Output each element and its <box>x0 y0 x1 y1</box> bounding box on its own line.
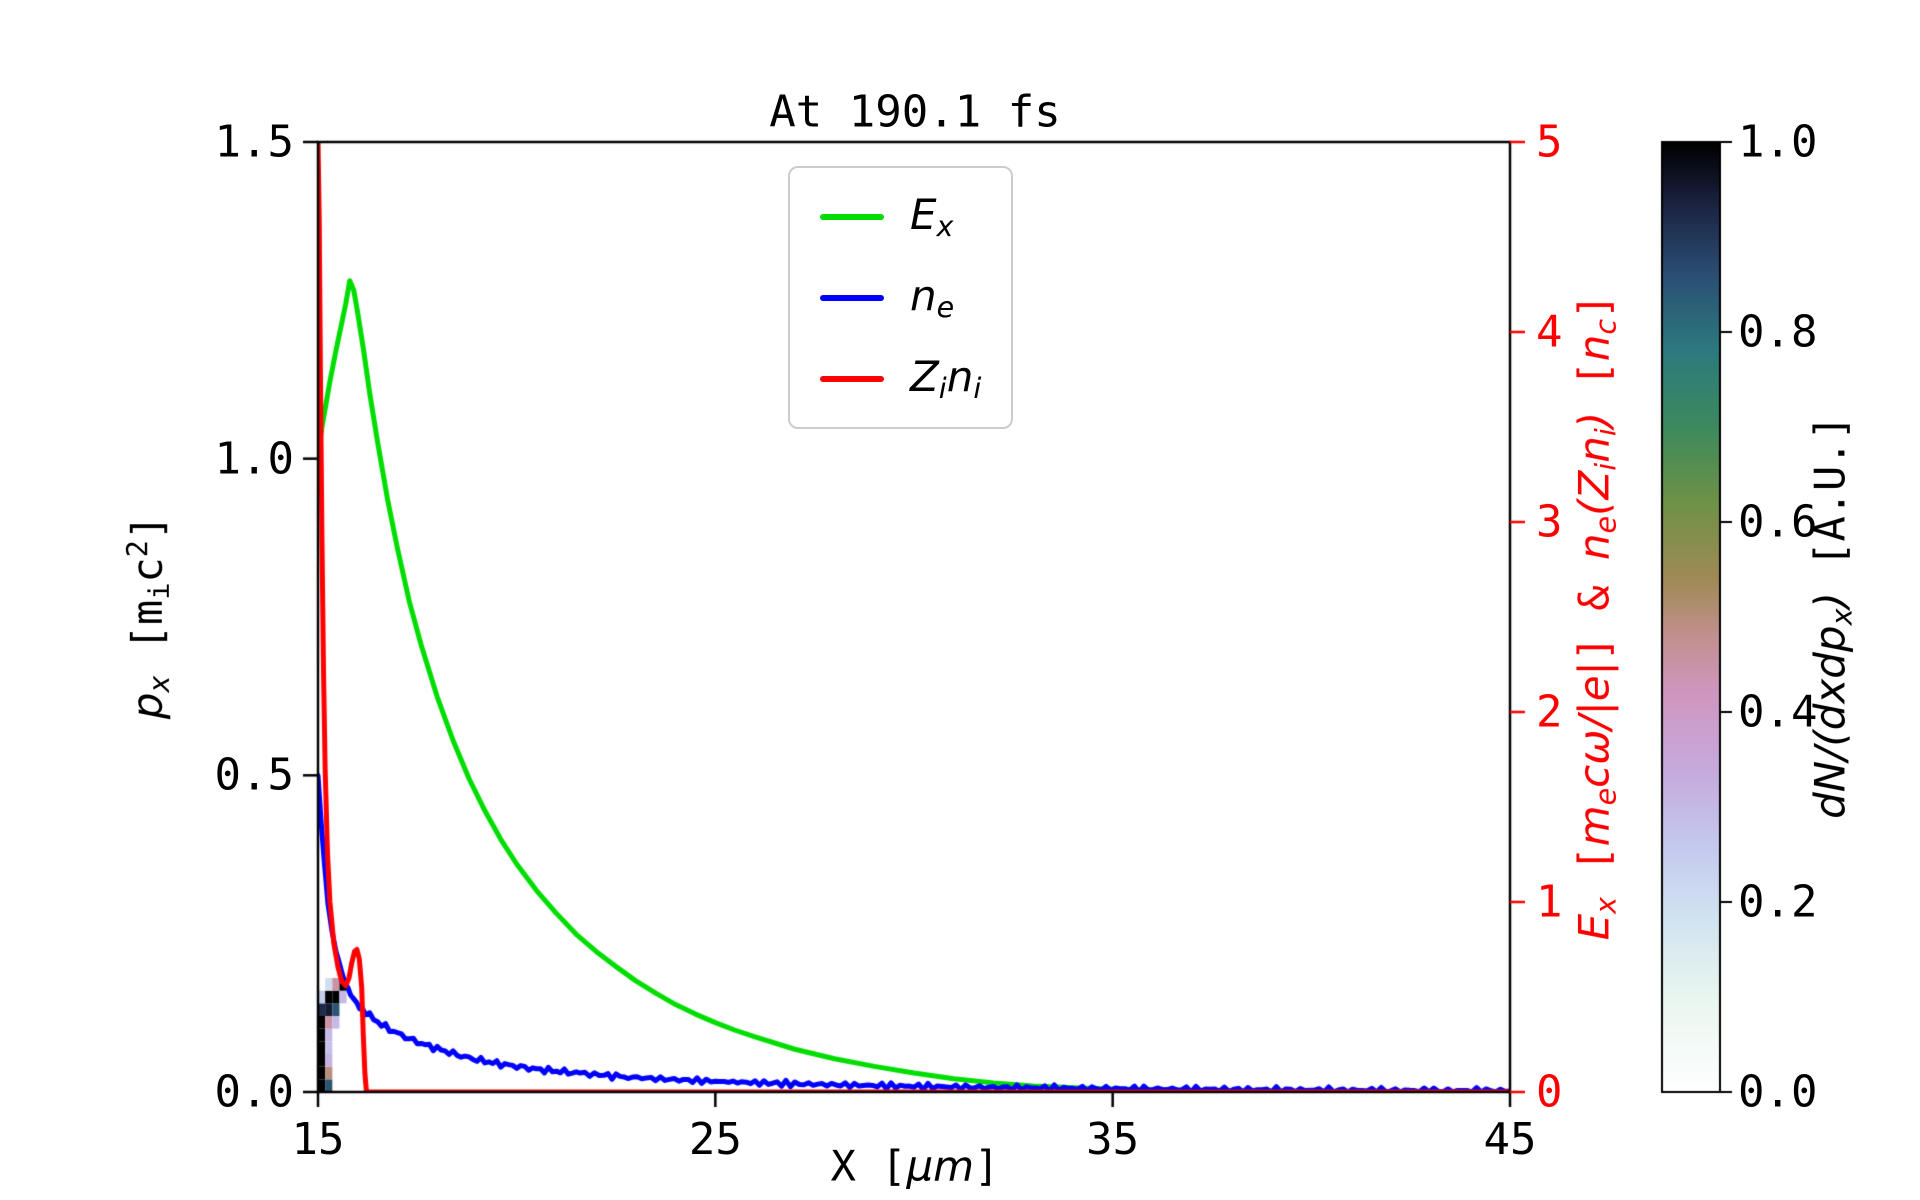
colorbar-label: dN/(dxdpx) [A.U.] <box>1805 415 1858 819</box>
chart-title: At 190.1 fs <box>769 86 1061 138</box>
y-right-tick-label: 0 <box>1536 1066 1563 1118</box>
label-part: n <box>946 352 974 402</box>
label-part: ] <box>974 1141 1000 1191</box>
label-part: x <box>1588 896 1623 914</box>
label-part: 2 <box>120 540 155 558</box>
label-part: ) <box>1805 592 1855 609</box>
x-tick-label: 35 <box>1086 1114 1140 1165</box>
label-part: Z <box>1569 470 1619 500</box>
label-part: Z <box>910 352 939 402</box>
legend-label-ne: ne <box>910 271 954 324</box>
y-right-tick-label: 1 <box>1536 876 1563 928</box>
legend-item-Zini: Zini <box>820 352 981 405</box>
label-part: i <box>1588 462 1623 471</box>
label-part: X [ <box>830 1141 907 1191</box>
label-part: c <box>122 557 172 583</box>
y-right-tick-label: 3 <box>1536 496 1563 548</box>
legend-line-ne <box>820 294 884 301</box>
label-part: ) <box>1569 411 1619 429</box>
colorbar-tick-label: 0.4 <box>1738 686 1818 738</box>
label-part: x <box>141 675 176 693</box>
label-part: n <box>1569 334 1619 362</box>
y-left-tick-label: 1.5 <box>214 116 294 168</box>
y-right-tick-label: 5 <box>1536 116 1563 168</box>
label-part: [m <box>122 599 172 676</box>
label-part: μm <box>906 1141 975 1191</box>
legend-line-Ex <box>820 213 884 220</box>
legend-label-Zini: Zini <box>910 352 981 405</box>
label-part: e <box>936 290 955 325</box>
y-right-axis-label: Ex [mecω/|e|] & ne(Zini) [nc] <box>1569 294 1622 941</box>
y-right-tick-label: 4 <box>1536 306 1563 358</box>
label-part: e <box>1588 515 1623 534</box>
label-part: x <box>1824 608 1859 626</box>
legend-item-Ex: Ex <box>820 190 981 243</box>
label-part: n <box>910 271 937 321</box>
label-part: E <box>1569 913 1619 941</box>
label-part: i <box>141 582 176 600</box>
label-part: n <box>1569 533 1619 561</box>
y-left-tick-label: 1.0 <box>214 433 294 485</box>
label-part: p <box>122 692 172 720</box>
legend-item-ne: ne <box>820 271 981 324</box>
label-part: i <box>1588 428 1623 437</box>
legend: Ex ne Zini <box>788 166 1014 430</box>
label-part: x <box>936 209 954 244</box>
label-part: [ <box>1569 846 1619 897</box>
x-tick-label: 15 <box>291 1114 345 1165</box>
label-part: m <box>1569 805 1619 847</box>
y-left-axis-label: px [mic2] <box>120 515 175 719</box>
colorbar-tick-label: 0.0 <box>1738 1066 1818 1118</box>
label-part: i <box>938 371 947 406</box>
label-part: cω/|e| <box>1569 661 1619 788</box>
colorbar-tick-label: 0.2 <box>1738 876 1818 928</box>
label-part: ] & <box>1569 560 1619 662</box>
label-part: ] <box>1569 293 1619 319</box>
x-axis-label: X [μm] <box>831 1142 1000 1191</box>
label-part: e <box>1588 787 1623 806</box>
label-part: c <box>1588 318 1623 335</box>
label-part: i <box>973 371 982 406</box>
y-left-tick-label: 0.0 <box>214 1066 294 1118</box>
label-part: ] <box>122 514 172 541</box>
y-left-tick-label: 0.5 <box>214 749 294 801</box>
x-tick-label: 25 <box>688 1114 742 1165</box>
colorbar-tick-label: 0.6 <box>1738 496 1818 548</box>
colorbar-tick-label: 1.0 <box>1738 116 1818 168</box>
label-part: n <box>1569 436 1619 463</box>
label-part: ( <box>1569 499 1619 516</box>
label-part: [ <box>1569 361 1619 412</box>
y-right-tick-label: 2 <box>1536 686 1563 738</box>
x-tick-label: 45 <box>1483 1114 1537 1165</box>
legend-label-Ex: Ex <box>910 190 953 243</box>
label-part: E <box>910 190 937 239</box>
colorbar-tick-label: 0.8 <box>1738 306 1818 358</box>
legend-line-Zini <box>820 375 884 382</box>
